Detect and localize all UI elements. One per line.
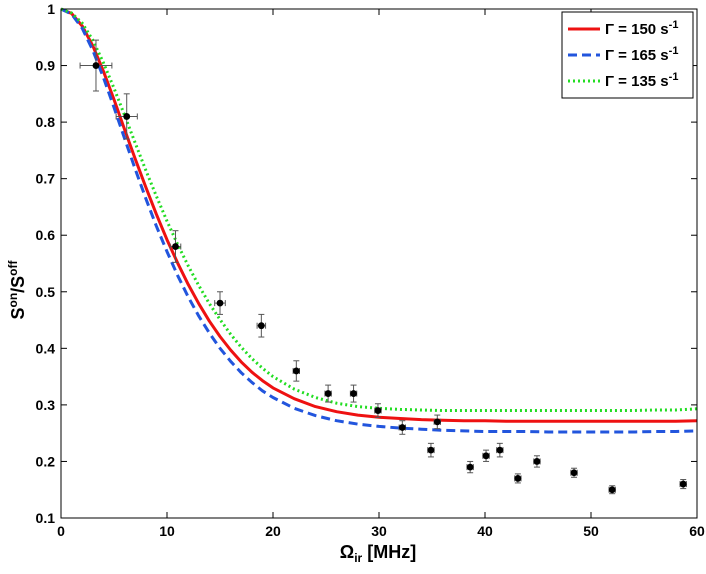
data-point-marker (514, 475, 522, 482)
legend-label-sup: -1 (669, 71, 679, 83)
y-tick-label: 1 (47, 1, 55, 17)
data-point (349, 384, 358, 403)
y-tick-label: 0.5 (36, 284, 56, 300)
data-point-marker (324, 390, 332, 397)
data-point (533, 455, 541, 468)
y-axis-title-main: S (8, 308, 28, 320)
data-point (679, 479, 687, 490)
x-tick-label: 50 (583, 523, 599, 539)
series-line-2 (60, 7, 698, 412)
data-point (433, 414, 441, 430)
model-curves (60, 7, 698, 434)
data-point-marker (570, 469, 578, 477)
series-line-1 (60, 7, 698, 434)
data-point (570, 467, 578, 478)
legend-label-sup: -1 (669, 19, 679, 31)
series-line-0 (60, 7, 698, 423)
legend-label-sup: -1 (669, 45, 679, 57)
legend-label-main: Γ = 135 s (605, 73, 669, 90)
x-axis-title-rest: [MHz] (362, 542, 416, 562)
y-tick-label: 0.3 (36, 397, 56, 413)
x-tick-label: 0 (57, 523, 65, 539)
data-point-marker (123, 113, 131, 120)
plot-area: 0 10 20 30 40 50 60 0.1 0.2 0.3 0.4 0.5 0.6 0.7 0.8 0.9… (36, 1, 705, 539)
data-point (496, 442, 504, 458)
data-point-marker (496, 446, 504, 454)
data-point (256, 313, 267, 338)
data-point-marker (92, 62, 100, 69)
data-point (214, 291, 226, 315)
x-tick-label: 20 (265, 523, 281, 539)
y-tick-label: 0.4 (36, 340, 56, 356)
data-point-marker (482, 452, 490, 460)
data-point-marker (433, 418, 441, 426)
data-point (374, 403, 382, 418)
y-tick-label: 0.8 (36, 114, 56, 130)
x-tick-label: 60 (689, 523, 705, 539)
x-axis-title-main: Ω (340, 542, 354, 562)
data-point-marker (608, 486, 616, 494)
legend-label-main: Γ = 150 s (605, 21, 669, 38)
legend: Γ = 150 s-1Γ = 165 s-1Γ = 135 s-1 (561, 11, 694, 99)
y-axis-title-sup1: on (6, 293, 20, 308)
data-point (79, 39, 113, 92)
legend-label-2: Γ = 135 s-1 (605, 71, 678, 90)
data-point-marker (679, 480, 687, 488)
y-axis-title-sup2: off (6, 259, 20, 275)
data-point-marker (398, 424, 406, 431)
y-axis-title: Son/Soff (6, 259, 28, 319)
data-point (292, 360, 300, 382)
measurement-points (79, 39, 687, 495)
data-point-marker (216, 299, 224, 307)
data-point (398, 420, 406, 435)
y-tick-label: 0.2 (36, 453, 56, 469)
data-point-marker (533, 458, 541, 465)
y-tick-label: 0.1 (36, 510, 56, 526)
y-tick-label: 0.7 (36, 171, 56, 187)
x-tick-label: 30 (371, 523, 387, 539)
x-tick-label: 40 (477, 523, 493, 539)
data-point (514, 473, 522, 484)
legend-label-0: Γ = 150 s-1 (605, 19, 678, 38)
legend-label-main: Γ = 165 s (605, 47, 669, 64)
data-point-marker (466, 463, 474, 471)
y-tick-label: 0.6 (36, 227, 56, 243)
data-point (608, 485, 616, 495)
data-point (466, 460, 474, 474)
data-point-marker (350, 390, 357, 397)
x-axis-title: Ωir [MHz] (340, 542, 416, 565)
data-point-marker (374, 407, 382, 414)
data-point-marker (292, 367, 300, 375)
data-point (169, 230, 182, 263)
legend-label-1: Γ = 165 s-1 (605, 45, 678, 64)
data-point-marker (172, 243, 179, 250)
x-tick-label: 10 (159, 523, 175, 539)
data-point-marker (257, 322, 265, 330)
axis-ticks: 0 10 20 30 40 50 60 0.1 0.2 0.3 0.4 0.5 0.6 0.7 0.8 0.9… (36, 1, 705, 539)
y-tick-label: 0.9 (36, 58, 56, 74)
x-axis-title-sub: ir (354, 551, 362, 565)
data-point-marker (427, 446, 435, 454)
data-point (324, 384, 332, 403)
y-axis-title-mid: /S (8, 276, 28, 293)
data-point (427, 442, 435, 458)
data-point (482, 449, 490, 462)
data-point (115, 93, 138, 140)
